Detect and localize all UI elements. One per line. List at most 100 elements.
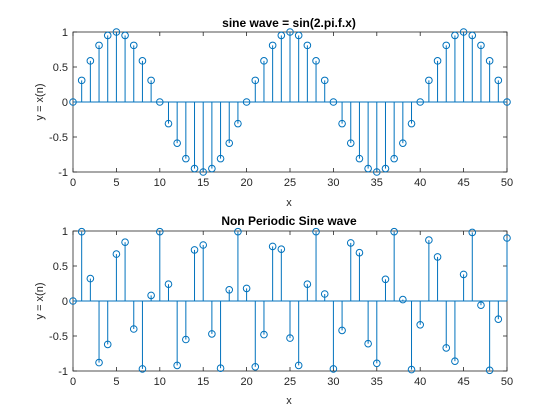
data-point-marker — [373, 359, 381, 368]
data-point-marker — [312, 57, 320, 65]
data-point-marker — [216, 154, 225, 163]
data-point-marker — [416, 321, 425, 329]
data-point-marker — [208, 164, 216, 173]
data-point-marker — [459, 28, 468, 36]
x-tick-label: 25 — [284, 177, 296, 189]
data-point-marker — [77, 76, 86, 85]
x-axis-label: x — [286, 395, 292, 407]
data-point-marker — [355, 248, 364, 257]
data-point-marker — [234, 119, 242, 128]
x-tick-label: 25 — [284, 376, 296, 388]
x-tick-label: 5 — [113, 177, 119, 189]
y-tick-label: 0.5 — [53, 261, 68, 273]
data-point-marker — [338, 326, 346, 335]
x-tick-label: 20 — [240, 177, 252, 189]
x-tick-label: 0 — [70, 177, 76, 189]
data-point-marker — [364, 164, 372, 173]
data-point-marker — [268, 242, 277, 251]
data-point-marker — [147, 76, 155, 85]
data-point-marker — [121, 31, 129, 40]
data-point-marker — [477, 301, 485, 310]
data-point-marker — [164, 119, 173, 128]
chart-title: Non Periodic Sine wave — [221, 214, 357, 228]
data-point-marker — [260, 57, 268, 65]
x-tick-label: 45 — [457, 376, 469, 388]
data-point-marker — [503, 98, 511, 106]
x-tick-label: 10 — [154, 177, 166, 189]
data-point-marker — [442, 344, 451, 352]
y-tick-label: -0.5 — [49, 331, 68, 343]
y-tick-label: -1 — [58, 366, 68, 378]
data-point-marker — [147, 291, 155, 300]
x-tick-label: 50 — [501, 376, 513, 388]
data-point-marker — [190, 246, 199, 254]
y-tick-label: 0 — [62, 97, 68, 109]
data-point-marker — [451, 357, 459, 366]
data-point-marker — [303, 41, 312, 50]
data-point-marker — [268, 41, 277, 50]
data-point-marker — [346, 239, 355, 247]
y-tick-label: 0 — [62, 296, 68, 308]
data-point-marker — [399, 139, 407, 147]
data-point-marker — [503, 234, 511, 242]
data-point-marker — [329, 98, 338, 106]
x-tick-label: 30 — [327, 376, 339, 388]
data-point-marker — [407, 365, 416, 374]
data-point-marker — [164, 280, 173, 289]
data-point-marker — [199, 241, 207, 249]
data-point-marker — [69, 297, 77, 305]
data-point-marker — [433, 253, 442, 261]
data-point-marker — [182, 154, 190, 163]
data-point-marker — [251, 363, 260, 371]
data-point-marker — [173, 139, 181, 147]
x-tick-label: 0 — [70, 376, 76, 388]
x-tick-label: 20 — [240, 376, 252, 388]
data-point-marker — [86, 274, 95, 283]
data-point-marker — [485, 366, 494, 375]
data-point-marker — [433, 57, 442, 65]
data-point-marker — [129, 41, 138, 50]
data-point-marker — [277, 245, 286, 253]
data-point-marker — [242, 284, 251, 293]
data-point-marker — [286, 28, 294, 36]
data-point-marker — [277, 31, 286, 40]
x-tick-label: 15 — [197, 376, 209, 388]
y-axis-label: y = x(n) — [34, 283, 46, 320]
data-point-marker — [373, 168, 381, 176]
data-point-marker — [355, 154, 364, 163]
data-point-marker — [494, 315, 503, 324]
y-tick-label: 1 — [62, 226, 68, 238]
data-point-marker — [138, 365, 147, 373]
axes-sine-wave: sine wave = sin(2.pi.f.x) x y = x(n) 0 5 1… — [34, 16, 513, 209]
data-point-marker — [477, 41, 485, 50]
data-point-marker — [390, 154, 398, 163]
data-point-marker — [112, 250, 121, 258]
data-point-marker — [199, 168, 207, 176]
data-point-marker — [156, 98, 164, 106]
x-tick-label: 40 — [414, 376, 426, 388]
data-point-marker — [129, 325, 138, 333]
x-tick-label: 35 — [371, 376, 383, 388]
chart-title: sine wave = sin(2.pi.f.x) — [222, 16, 356, 30]
x-tick-label: 35 — [371, 177, 383, 189]
data-point-marker — [494, 76, 503, 85]
data-point-marker — [364, 339, 372, 348]
data-point-marker — [286, 334, 294, 342]
data-point-marker — [121, 238, 129, 246]
data-point-marker — [390, 227, 398, 236]
data-point-marker — [173, 361, 181, 370]
data-point-marker — [216, 364, 225, 373]
data-point-marker — [329, 365, 338, 373]
data-point-marker — [225, 286, 234, 294]
data-point-marker — [442, 41, 451, 50]
data-point-marker — [242, 98, 251, 106]
data-point-marker — [103, 31, 112, 40]
data-point-marker — [112, 28, 121, 36]
x-tick-label: 5 — [113, 376, 119, 388]
data-point-marker — [86, 57, 95, 65]
data-point-marker — [416, 98, 425, 106]
data-point-marker — [381, 164, 390, 173]
data-point-marker — [225, 139, 234, 147]
data-point-marker — [138, 57, 147, 65]
